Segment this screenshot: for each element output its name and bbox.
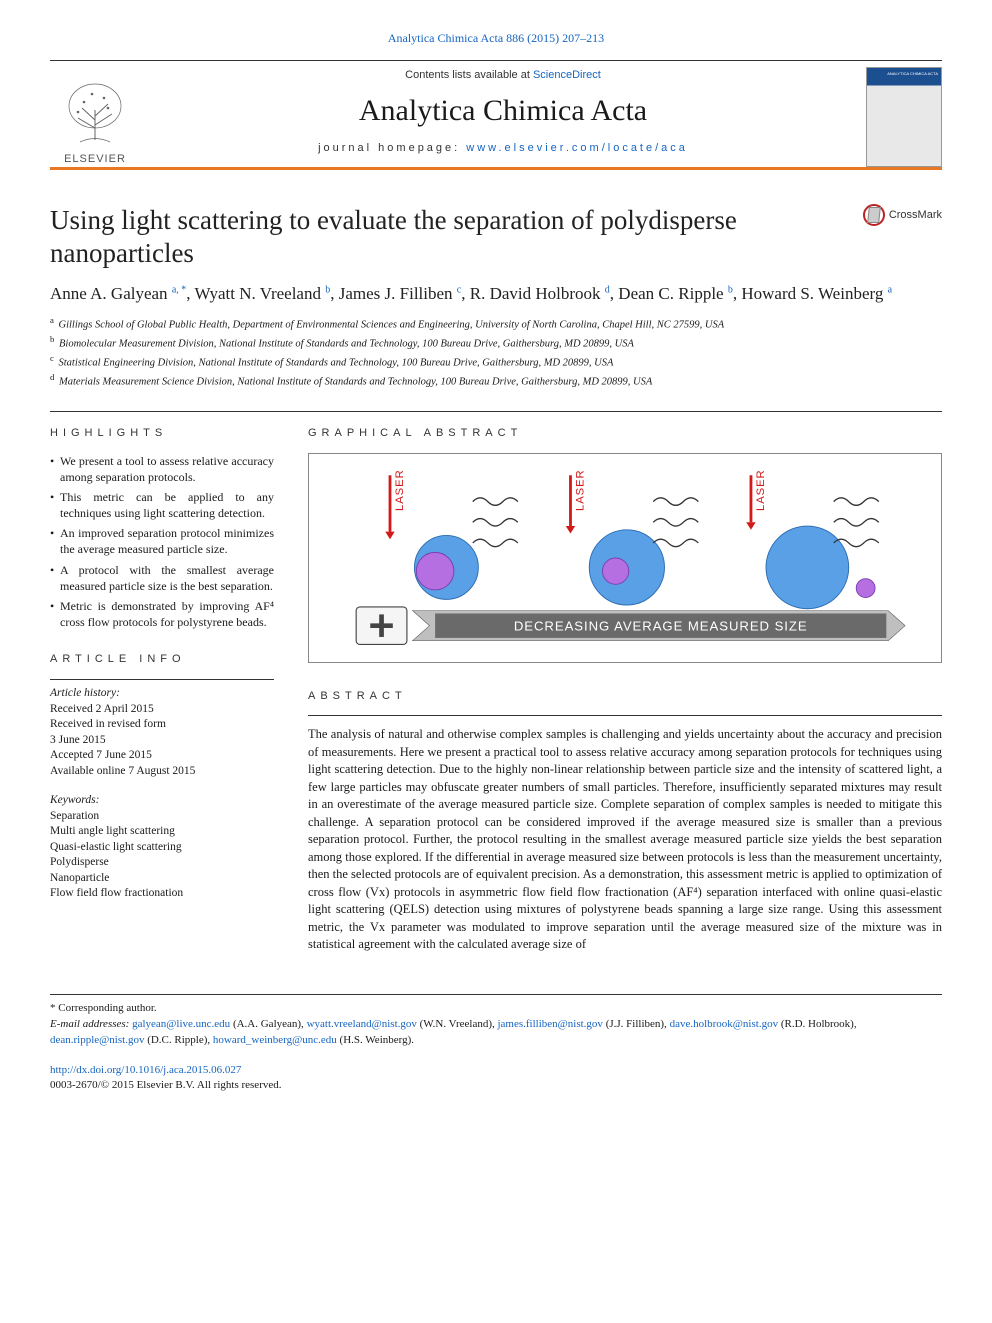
article-history-label: Article history: [50,686,274,702]
masthead: ELSEVIER Contents lists available at Sci… [50,60,942,170]
homepage-label: journal homepage: [318,142,466,154]
email-link[interactable]: wyatt.vreeland@nist.gov [307,1018,417,1030]
sciencedirect-link[interactable]: ScienceDirect [533,69,601,81]
email-link[interactable]: dean.ripple@nist.gov [50,1034,144,1046]
keyword: Separation [50,809,274,825]
copyright-line: 0003-2670/© 2015 Elsevier B.V. All right… [50,1079,282,1091]
affiliation-list: a Gillings School of Global Public Healt… [50,314,942,391]
journal-homepage-line: journal homepage: www.elsevier.com/locat… [140,141,866,156]
keywords-label: Keywords: [50,793,274,809]
corresponding-author-note: * Corresponding author. [50,1001,942,1017]
svg-text:DECREASING AVERAGE MEASURED SI: DECREASING AVERAGE MEASURED SIZE [514,618,808,633]
graphical-abstract-figure: LASER LASER LASER DECREASING AVERAGE MEASUR… [308,453,942,663]
abstract-heading: ABSTRACT [308,689,942,704]
keyword: Nanoparticle [50,871,274,887]
history-line: Accepted 7 June 2015 [50,748,274,764]
history-line: Received 2 April 2015 [50,702,274,718]
history-line: 3 June 2015 [50,733,274,749]
doi-block: http://dx.doi.org/10.1016/j.aca.2015.06.… [50,1063,942,1093]
highlights-list: We present a tool to assess relative acc… [50,453,274,631]
elsevier-tree-icon [60,80,130,150]
article-info-heading: ARTICLE INFO [50,652,274,667]
history-line: Available online 7 August 2015 [50,764,274,780]
svg-text:LASER: LASER [394,469,406,511]
keyword: Flow field flow fractionation [50,886,274,902]
journal-title: Analytica Chimica Acta [140,91,866,132]
crossmark-badge[interactable]: CrossMark [863,204,942,226]
email-link[interactable]: galyean@live.unc.edu [132,1018,230,1030]
contents-list-line: Contents lists available at ScienceDirec… [140,68,866,83]
elsevier-logo: ELSEVIER [50,67,140,167]
journal-ref-link[interactable]: Analytica Chimica Acta 886 (2015) 207–21… [388,31,604,45]
highlight-item: This metric can be applied to any techni… [50,489,274,521]
email-addresses: E-mail addresses: galyean@live.unc.edu (… [50,1017,942,1049]
contents-list-text: Contents lists available at [405,69,533,81]
highlights-heading: HIGHLIGHTS [50,426,274,441]
divider [50,679,274,680]
footnotes: * Corresponding author. E-mail addresses… [50,994,942,1049]
email-link[interactable]: james.filliben@nist.gov [497,1018,602,1030]
keywords-list: SeparationMulti angle light scatteringQu… [50,809,274,902]
history-line: Received in revised form [50,717,274,733]
graphical-abstract-heading: GRAPHICAL ABSTRACT [308,426,942,441]
crossmark-label: CrossMark [889,208,942,223]
doi-link[interactable]: http://dx.doi.org/10.1016/j.aca.2015.06.… [50,1064,241,1076]
email-link[interactable]: howard_weinberg@unc.edu [213,1034,337,1046]
highlight-item: Metric is demonstrated by improving AF⁴ … [50,598,274,630]
article-history-lines: Received 2 April 2015Received in revised… [50,702,274,780]
highlight-item: We present a tool to assess relative acc… [50,453,274,485]
svg-text:LASER: LASER [755,469,767,511]
article-title: Using light scattering to evaluate the s… [50,204,830,269]
svg-text:LASER: LASER [575,469,587,511]
abstract-text: The analysis of natural and otherwise co… [308,726,942,954]
journal-reference: Analytica Chimica Acta 886 (2015) 207–21… [50,30,942,46]
author-list: Anne A. Galyean a, *, Wyatt N. Vreeland … [50,283,942,306]
divider [308,715,942,716]
highlight-item: A protocol with the smallest average mea… [50,562,274,594]
elsevier-wordmark: ELSEVIER [64,152,126,167]
keyword: Polydisperse [50,855,274,871]
keyword: Quasi-elastic light scattering [50,840,274,856]
highlight-item: An improved separation protocol minimize… [50,525,274,557]
crossmark-icon [863,204,885,226]
divider [50,411,942,412]
homepage-link[interactable]: www.elsevier.com/locate/aca [466,142,688,154]
keyword: Multi angle light scattering [50,824,274,840]
highlights-section: HIGHLIGHTS We present a tool to assess r… [50,426,274,631]
email-link[interactable]: dave.holbrook@nist.gov [670,1018,779,1030]
journal-cover-thumbnail [866,67,942,167]
article-info-section: ARTICLE INFO Article history: Received 2… [50,652,274,902]
